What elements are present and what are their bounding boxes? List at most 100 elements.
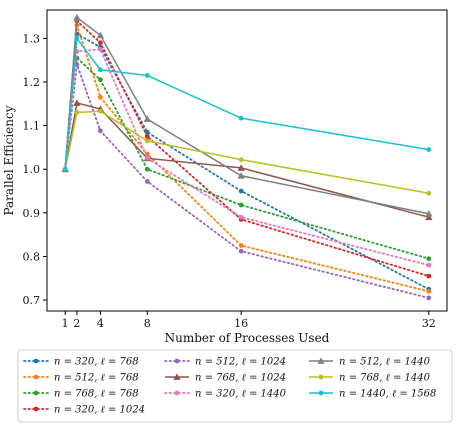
data-point [237,164,245,171]
data-point [237,172,245,179]
data-point [73,13,81,21]
series-line [64,36,429,170]
series-line [64,101,430,218]
x-tick-label: 1 [62,317,69,330]
data-point [426,295,432,301]
series-7 [61,13,433,217]
legend-marker [317,357,325,364]
legend-marker [174,390,180,396]
series-line [64,56,430,260]
legend-marker [33,358,39,364]
data-point [144,129,150,135]
x-axis-label: Number of Processes Used [165,331,330,345]
y-tick-label: 1.3 [23,32,41,45]
plot-frame [46,9,448,312]
x-tick-label: 8 [144,317,151,330]
legend-label: n = 768, ℓ = 1440 [339,373,431,384]
data-point [425,213,433,221]
legend: n = 320, ℓ = 768 n = 512, ℓ = 768 n = 768,… [17,349,453,423]
data-point [97,94,103,100]
legend-label: n = 512, ℓ = 1440 [339,357,431,368]
legend-label: n = 768, ℓ = 1024 [195,373,286,384]
data-point [97,46,103,52]
data-point [238,202,244,208]
series-0 [62,31,432,292]
series-8 [62,108,432,196]
legend-entry: n = 1440, ℓ = 1568 [309,389,436,400]
legend-entry: n = 320, ℓ = 768 [23,357,139,368]
data-point [426,262,432,268]
series-line [64,110,429,194]
data-point [144,134,150,139]
y-tick-label: 0.7 [23,294,41,307]
legend-label: n = 1440, ℓ = 1568 [339,389,436,400]
data-point [426,273,432,279]
data-point [144,73,150,78]
data-point [238,157,244,163]
y-tick-label: 0.9 [23,207,41,220]
legend-entry: n = 512, ℓ = 1024 [164,357,286,368]
legend-marker [173,373,181,380]
legend-entry: n = 512, ℓ = 768 [23,373,139,384]
data-point [426,256,432,262]
data-point [425,210,433,217]
data-point [143,115,151,122]
series-2 [62,55,432,262]
legend-box [17,349,453,423]
series-line [64,18,430,278]
legend-label: n = 320, ℓ = 768 [54,357,139,368]
legend-entry: n = 512, ℓ = 1440 [309,357,431,368]
data-point [97,40,103,46]
legend-entry: n = 768, ℓ = 768 [23,389,139,400]
data-point [97,77,103,83]
y-axis-label: Parallel Efficiency [2,105,16,215]
data-point [426,288,432,294]
data-point [144,155,150,161]
data-point [238,214,244,220]
data-point [144,138,150,144]
legend-marker [318,374,324,380]
series-line [64,48,430,267]
series-1 [62,22,432,294]
plot-area [61,13,433,301]
y-tick-label: 1.0 [23,163,41,176]
data-point [74,110,80,115]
legend-label: n = 768, ℓ = 768 [54,389,139,400]
x-tick-label: 32 [422,317,436,330]
legend-label: n = 320, ℓ = 1440 [195,389,287,400]
series-3 [62,18,432,279]
legend-marker [33,390,39,396]
x-tick-label: 2 [73,317,80,330]
legend-marker [318,390,324,396]
data-point [97,108,103,114]
y-tick-label: 1.2 [23,76,41,89]
legend-entry: n = 768, ℓ = 1440 [309,373,431,384]
legend-entry: n = 320, ℓ = 1440 [164,389,287,400]
legend-entry: n = 320, ℓ = 1024 [23,405,145,416]
legend-marker [33,374,39,380]
series-5 [61,99,433,221]
series-line [64,15,429,215]
y-tick-label: 1.1 [23,120,41,133]
data-point [238,188,244,194]
data-point [238,248,244,254]
legend-entry: n = 768, ℓ = 1024 [165,373,286,384]
series-9 [62,35,432,172]
legend-marker [174,358,180,364]
data-point [238,243,244,248]
data-point [426,147,432,152]
data-point [96,31,105,39]
data-point [97,67,103,73]
legend-label: n = 512, ℓ = 1024 [195,357,286,368]
x-tick-label: 4 [97,317,104,330]
data-point [144,179,150,184]
series-line [64,64,430,299]
series-4 [62,62,432,301]
x-tick-label: 16 [234,317,248,330]
y-tick-label: 0.8 [23,250,41,263]
legend-label: n = 512, ℓ = 768 [54,373,139,384]
data-point [144,166,150,172]
axes: 1 2 4 8 16 32 0.7 0.8 0.9 1.0 1.1 1.2 1.3 Number of P… [2,9,448,345]
legend-label: n = 320, ℓ = 1024 [54,405,145,416]
